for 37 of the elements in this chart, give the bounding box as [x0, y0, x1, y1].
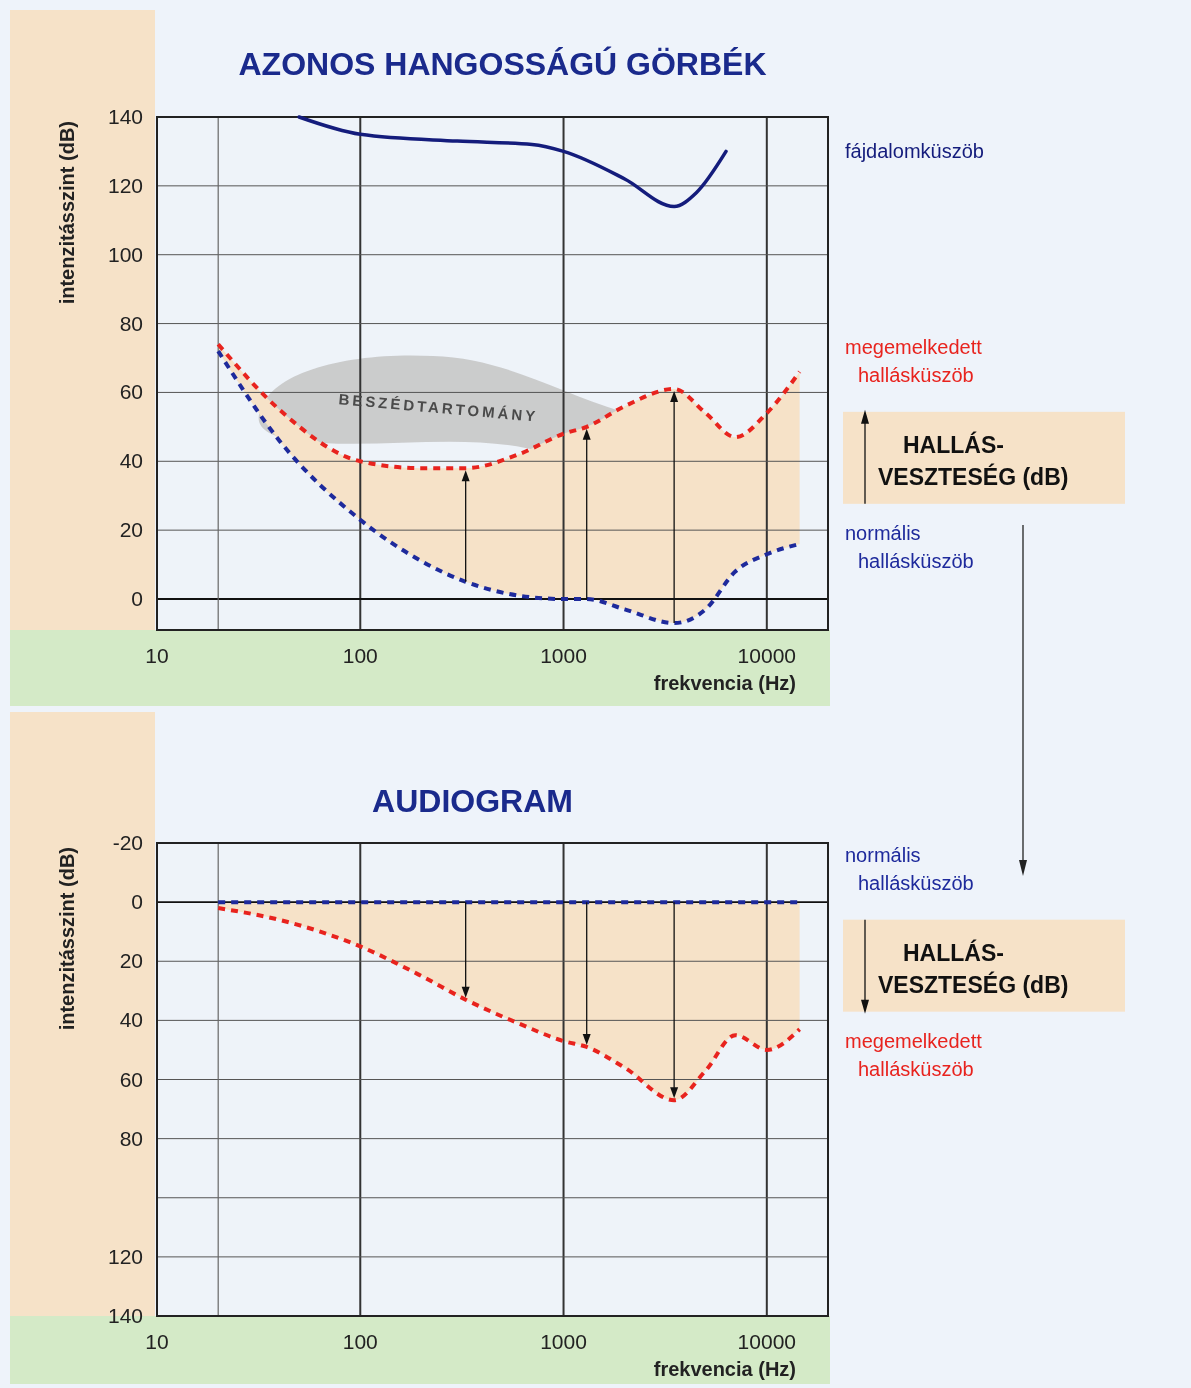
text: normális hallásküszöb: [845, 843, 974, 894]
x-tick-label: 10: [145, 1330, 169, 1353]
x-tick-label: 100: [342, 644, 378, 667]
x-tick-label: 1000: [540, 644, 587, 667]
text: normális hallásküszöb: [845, 521, 974, 572]
x-tick-label: 10000: [737, 644, 797, 667]
y-tick-label: 60: [119, 380, 143, 404]
x-tick-label: 10000: [737, 1330, 797, 1353]
text: HALLÁS-VESZTESÉG (dB): [878, 430, 1069, 490]
y-axis-title: intenzitásszint (dB): [56, 847, 78, 1031]
y-tick-label: 0: [131, 890, 143, 914]
x-tick-label: 10: [145, 644, 169, 667]
x-tick-label: 1000: [540, 1330, 587, 1353]
text: megemelkedett hallásküszöb: [845, 1029, 983, 1080]
chart-title: AZONOS HANGOSSÁGÚ GÖRBÉK: [238, 46, 767, 82]
x-axis-title: frekvencia (Hz): [653, 1358, 796, 1380]
y-tick-label: 80: [119, 311, 143, 335]
x-tick-label: 100: [342, 1330, 378, 1353]
x-axis-title: frekvencia (Hz): [653, 672, 796, 694]
y-tick-label: 140: [107, 1304, 143, 1327]
y-tick-label: 20: [119, 949, 143, 973]
y-tick-label: 100: [107, 242, 143, 266]
y-tick-label: 40: [119, 1008, 143, 1032]
y-tick-label: 0: [131, 587, 143, 611]
y-tick-label: 80: [119, 1126, 143, 1150]
y-tick-label: 60: [119, 1067, 143, 1091]
text: HALLÁS-VESZTESÉG (dB): [878, 938, 1069, 998]
y-tick-label: 120: [107, 1244, 143, 1268]
text: fájdalomküszöb: [845, 140, 984, 163]
y-axis-title: intenzitásszint (dB): [56, 121, 78, 305]
y-tick-label: 140: [107, 105, 143, 128]
text: megemelkedett hallásküszöb: [845, 335, 983, 386]
chart-title: AUDIOGRAM: [372, 783, 573, 819]
y-tick-label: 20: [119, 518, 143, 542]
y-tick-label: 40: [119, 449, 143, 473]
y-tick-label: 120: [107, 173, 143, 197]
y-tick-label: -20: [112, 831, 143, 854]
